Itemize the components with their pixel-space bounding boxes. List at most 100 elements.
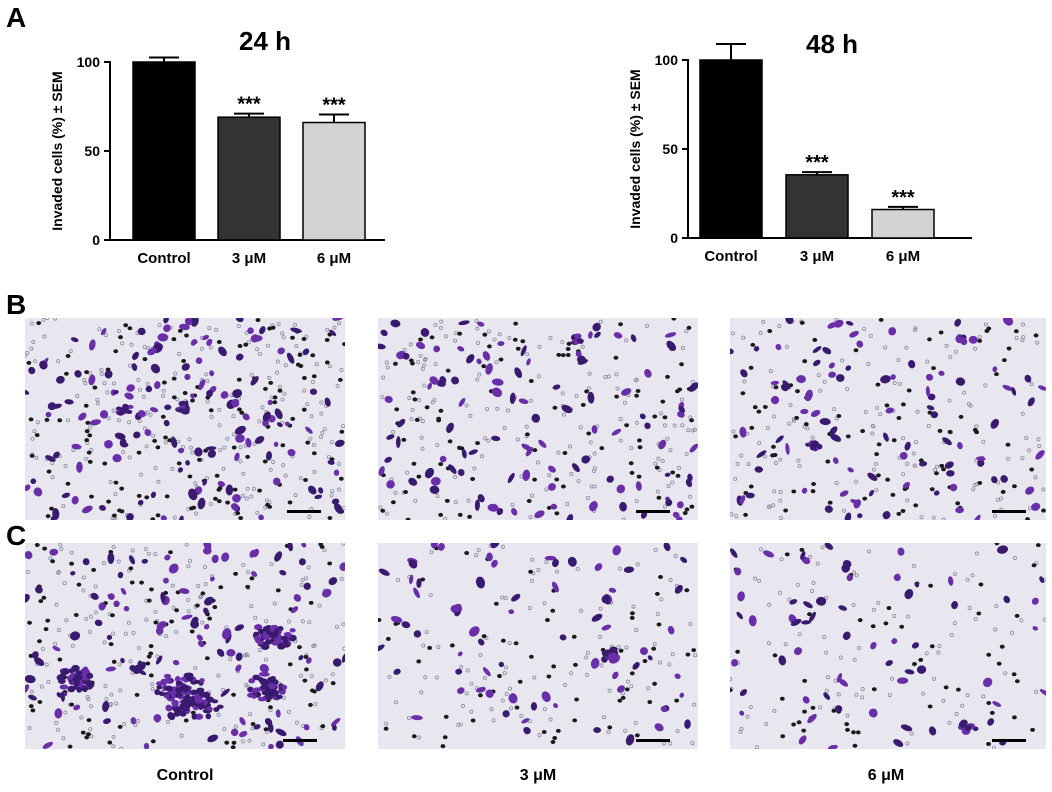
membrane-pore [797, 464, 802, 469]
dark-pore [442, 735, 448, 740]
x-tick-label: 6 μM [886, 248, 920, 265]
dark-pore [189, 629, 195, 634]
membrane-pore [260, 405, 265, 410]
cell-cluster [252, 674, 261, 681]
membrane-pore [952, 571, 957, 576]
dark-pore [76, 582, 82, 587]
stained-cell [390, 615, 403, 624]
dark-pore [80, 730, 86, 735]
dark-pore [493, 601, 499, 606]
stained-cell [891, 638, 898, 645]
stained-cell [824, 505, 833, 513]
membrane-pore [733, 476, 738, 481]
membrane-pore [646, 686, 651, 691]
membrane-pore [63, 464, 68, 469]
membrane-pore [469, 681, 474, 686]
micrograph-texture [378, 318, 698, 520]
membrane-pore [734, 514, 739, 519]
stained-cell [457, 346, 465, 352]
membrane-pore [198, 595, 203, 600]
stained-cell [25, 684, 30, 694]
membrane-pore [854, 692, 859, 697]
stained-cell [153, 714, 162, 723]
stained-cell [526, 358, 531, 366]
dark-pore [236, 377, 242, 382]
stained-cell [380, 329, 388, 337]
membrane-pore [160, 393, 165, 398]
dark-pore [26, 360, 32, 365]
dark-pore [134, 692, 140, 697]
dark-pore [929, 644, 935, 649]
membrane-pore [686, 428, 691, 433]
membrane-pore [777, 324, 782, 329]
cell-cluster [194, 698, 203, 704]
membrane-pore [117, 662, 122, 667]
stained-cell [433, 345, 441, 353]
dark-pore [182, 391, 188, 396]
stained-cell [928, 726, 937, 736]
membrane-pore [164, 633, 169, 638]
stained-cell [279, 570, 287, 576]
membrane-pore [416, 735, 421, 740]
membrane-pore [126, 620, 131, 625]
stained-cell [654, 723, 664, 732]
dark-pore [977, 480, 983, 485]
stained-cell [25, 389, 30, 395]
stained-cell [632, 662, 640, 670]
dark-pore [999, 644, 1005, 649]
membrane-pore [504, 665, 509, 670]
membrane-pore [932, 676, 937, 681]
stained-cell [393, 668, 401, 675]
stained-cell [181, 614, 193, 620]
dark-pore [177, 328, 183, 333]
dark-pore [891, 438, 897, 443]
stained-cell [469, 626, 480, 637]
membrane-pore [307, 514, 312, 519]
membrane-pore [25, 570, 30, 575]
membrane-pore [588, 440, 593, 445]
stained-cell [550, 503, 558, 510]
stained-cell [290, 606, 299, 614]
stained-cell [534, 510, 545, 519]
membrane-pore [261, 742, 266, 747]
membrane-pore [111, 735, 116, 740]
dark-pore [836, 414, 842, 419]
dark-pore [896, 511, 902, 516]
membrane-pore [112, 381, 117, 386]
membrane-pore [684, 451, 689, 456]
stained-cell [131, 363, 138, 371]
membrane-pore [302, 388, 307, 393]
stained-cell [944, 461, 954, 469]
stained-cell [100, 328, 107, 336]
membrane-pore [93, 610, 98, 615]
stained-cell [53, 451, 60, 459]
membrane-pore [845, 713, 850, 718]
scale-bar [992, 739, 1026, 742]
cell-cluster [158, 691, 165, 697]
membrane-pore [63, 710, 68, 715]
membrane-pore [1041, 487, 1046, 492]
dark-pore [200, 591, 206, 596]
dark-pore [1031, 563, 1037, 568]
membrane-pore [585, 650, 590, 655]
dark-pore [46, 469, 52, 474]
stained-cell [272, 477, 281, 486]
membrane-pore [199, 346, 204, 351]
cell-cluster [163, 677, 172, 684]
dark-pore [618, 322, 623, 327]
membrane-pore [634, 498, 639, 503]
membrane-pore [658, 411, 663, 416]
stained-cell [893, 573, 901, 582]
dark-pore [810, 705, 816, 710]
membrane-pore [330, 489, 335, 494]
membrane-pore [576, 479, 581, 484]
stained-cell [803, 601, 813, 609]
membrane-pore [818, 705, 823, 710]
membrane-pore [417, 398, 422, 403]
membrane-pore [129, 342, 134, 347]
membrane-pore [320, 430, 325, 435]
stained-cell [94, 619, 103, 627]
membrane-pore [941, 698, 946, 703]
dark-pore [69, 702, 75, 707]
dark-pore [255, 318, 261, 323]
